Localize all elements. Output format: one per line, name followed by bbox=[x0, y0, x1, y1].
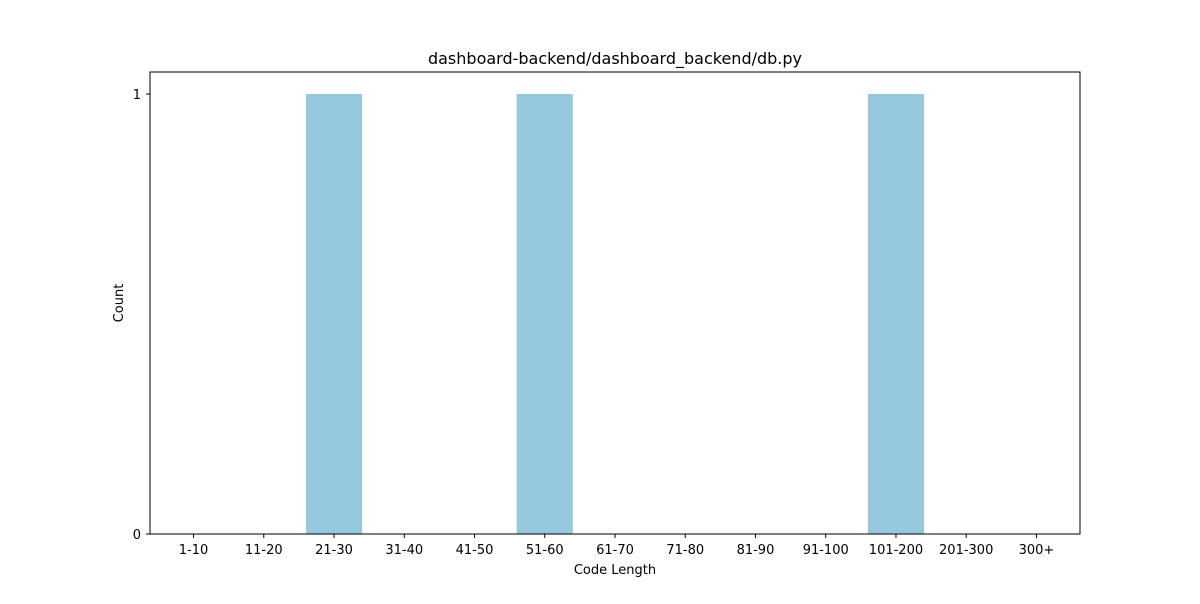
x-tick-label: 101-200 bbox=[869, 543, 923, 558]
x-tick-label: 61-70 bbox=[596, 543, 634, 558]
x-tick-label: 31-40 bbox=[385, 543, 423, 558]
x-tick-label: 81-90 bbox=[737, 543, 775, 558]
x-tick-label: 1-10 bbox=[179, 543, 209, 558]
y-axis-label: Count bbox=[112, 284, 127, 323]
x-tick-label: 51-60 bbox=[526, 543, 564, 558]
y-tick-label: 1 bbox=[133, 88, 141, 103]
x-tick-label: 91-100 bbox=[803, 543, 849, 558]
x-tick-label: 201-300 bbox=[939, 543, 993, 558]
bar-21-30 bbox=[305, 94, 363, 534]
y-ticks: 01 bbox=[133, 88, 150, 543]
x-tick-label: 21-30 bbox=[315, 543, 353, 558]
x-ticks: 1-10 11-20 21-30 31-40 41-50 51-60 61-70 71-80 8… bbox=[179, 534, 1055, 558]
x-tick-label: 300+ bbox=[1019, 543, 1055, 558]
x-tick-label: 41-50 bbox=[456, 543, 494, 558]
x-axis-label: Code Length bbox=[574, 563, 656, 578]
bar-101-200 bbox=[867, 94, 925, 534]
x-tick-label: 11-20 bbox=[245, 543, 283, 558]
bar-51-60 bbox=[516, 94, 573, 534]
x-tick-label: 71-80 bbox=[666, 543, 704, 558]
bars-layer bbox=[305, 94, 925, 534]
chart-title: dashboard-backend/dashboard_backend/db.p… bbox=[428, 49, 802, 69]
plot-frame bbox=[149, 71, 1081, 535]
y-tick-label: 0 bbox=[133, 528, 141, 543]
